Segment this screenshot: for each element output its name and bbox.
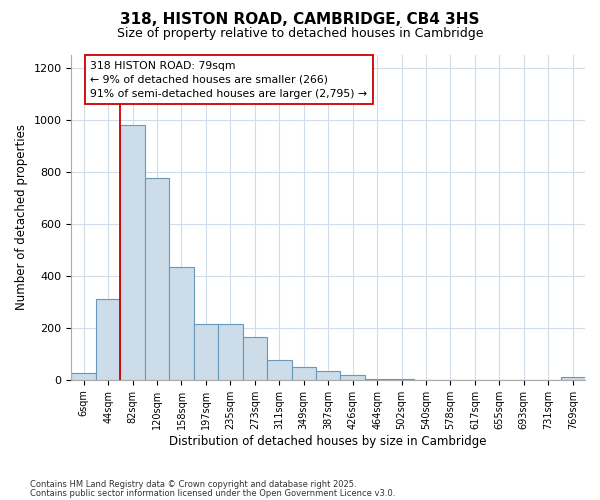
Text: Size of property relative to detached houses in Cambridge: Size of property relative to detached ho… [117, 28, 483, 40]
Bar [340, 374, 365, 380]
Bar [242, 337, 267, 380]
Bar [316, 371, 340, 380]
Bar [145, 178, 169, 380]
Text: 318, HISTON ROAD, CAMBRIDGE, CB4 3HS: 318, HISTON ROAD, CAMBRIDGE, CB4 3HS [120, 12, 480, 28]
Text: Contains public sector information licensed under the Open Government Licence v3: Contains public sector information licen… [30, 488, 395, 498]
Bar [169, 267, 194, 380]
Y-axis label: Number of detached properties: Number of detached properties [15, 124, 28, 310]
Bar [121, 125, 145, 380]
Bar [267, 360, 292, 380]
Bar [560, 376, 585, 380]
Bar [71, 374, 96, 380]
Bar [292, 367, 316, 380]
X-axis label: Distribution of detached houses by size in Cambridge: Distribution of detached houses by size … [169, 434, 487, 448]
Text: 318 HISTON ROAD: 79sqm
← 9% of detached houses are smaller (266)
91% of semi-det: 318 HISTON ROAD: 79sqm ← 9% of detached … [91, 60, 368, 98]
Text: Contains HM Land Registry data © Crown copyright and database right 2025.: Contains HM Land Registry data © Crown c… [30, 480, 356, 489]
Bar [194, 324, 218, 380]
Bar [365, 378, 389, 380]
Bar [96, 300, 121, 380]
Bar [218, 324, 242, 380]
Bar [389, 378, 414, 380]
